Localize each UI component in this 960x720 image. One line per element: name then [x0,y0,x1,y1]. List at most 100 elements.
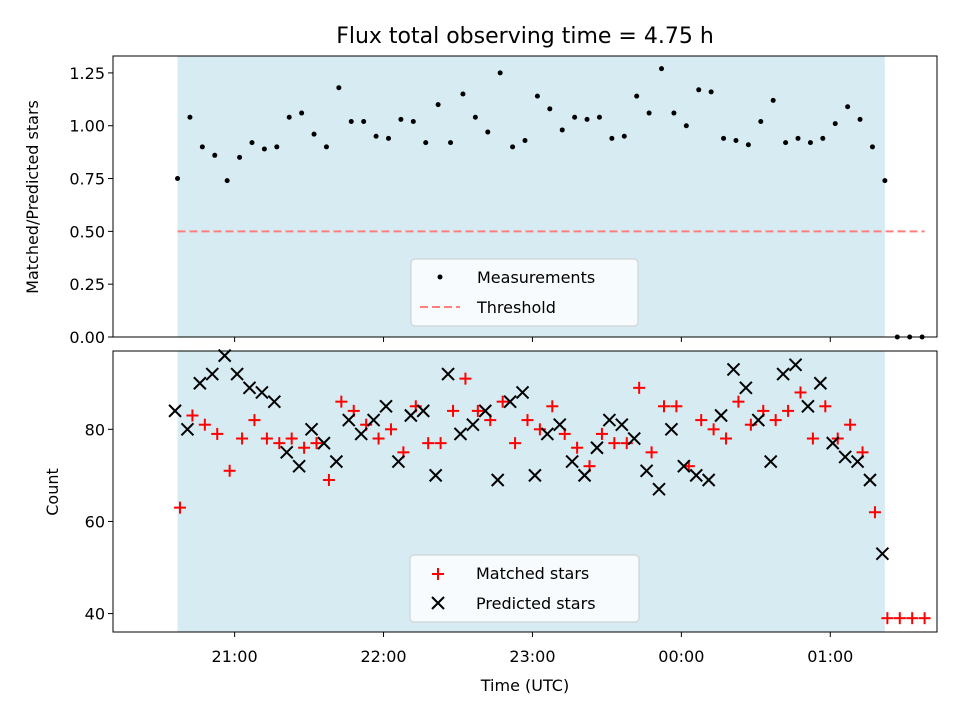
matched-star-marker [471,404,484,417]
measurement-point [448,140,454,146]
measurement-point [199,144,205,150]
predicted-star-marker [863,473,877,487]
matched-star-marker [782,404,795,417]
matched-star-marker [819,400,832,413]
predicted-star-marker [751,413,766,427]
predicted-star-marker [639,464,654,478]
predicted-star-marker [193,376,207,390]
measurement-point [783,140,789,146]
matched-star-marker [806,432,819,445]
x-tick-label: 22:00 [360,647,406,666]
predicted-star-marker [788,358,803,372]
measurement-point [708,89,714,95]
predicted-star-marker [342,413,356,427]
predicted-star-marker [292,459,306,473]
matched-star-marker [769,414,782,427]
predicted-star-marker [813,376,828,390]
legend-label-measurements: Measurements [477,268,595,287]
predicted-star-marker [490,473,505,487]
predicted-star-marker [503,394,517,409]
measurement-point [274,144,280,150]
matched-star-marker [174,501,187,514]
x-axis-label: Time (UTC) [480,676,569,695]
bottom-plot-frame [112,350,938,633]
top-y-tick-label: 1.25 [69,64,105,83]
matched-star-marker [546,400,559,413]
measurement-points [175,66,925,340]
measurement-point [795,135,801,141]
predicted-star-marker [453,427,468,441]
measurement-point [336,85,342,91]
predicted-star-marker [764,454,778,469]
matched-star-marker [633,381,646,394]
matched-star-marker [236,432,249,445]
matched-star-marker [657,400,670,413]
measurement-point [547,106,553,112]
measurement-point [323,144,329,150]
predicted-star-marker [478,404,492,418]
measurement-point [659,66,665,72]
bottom-y-ticks: 40 60 80 [85,420,113,624]
predicted-star-marker [875,546,890,561]
matched-star-marker [794,386,807,399]
measurement-point [572,114,578,120]
measurement-point [559,127,565,133]
bottom-legend-box [409,554,640,623]
measurement-point [175,176,181,182]
x-tick-label: 00:00 [658,647,704,666]
measurement-point [832,121,838,127]
predicted-star-marker [416,404,430,418]
matched-star-marker [223,464,236,477]
measurement-point [423,140,429,146]
predicted-star-marker [701,473,716,487]
predicted-star-marker [391,454,406,469]
top-panel: Flux total observing time = 4.75 h 0.000… [23,24,938,347]
matched-star-marker [645,446,658,459]
predicted-star-marker [602,413,617,427]
measurement-point [510,144,516,150]
predicted-star-marker [739,381,753,395]
measurement-point [398,116,404,122]
matched-star-marker [881,612,894,625]
predicted-star-marker [354,427,368,441]
measurement-point [261,146,267,152]
legend-label-threshold: Threshold [476,298,556,317]
measurement-point [361,118,367,124]
legend-label-predicted: Predicted stars [476,594,596,613]
chart-title: Flux total observing time = 4.75 h [336,24,714,49]
matched-star-marker [906,612,919,625]
predicted-star-marker [801,399,815,413]
matched-star-marker [509,437,522,450]
measurement-point [621,133,627,139]
predicted-star-marker [404,408,418,423]
matched-star-marker [695,414,708,427]
matched-star-marker [285,432,298,445]
legend-label-matched: Matched stars [476,564,589,583]
predicted-star-marker [304,422,319,437]
top-y-tick-label: 0.00 [69,328,105,347]
matched-star-marker [298,441,311,454]
predicted-star-marker [180,422,195,437]
matched-star-marker [434,437,447,450]
predicted-star-marker [652,482,666,496]
predicted-star-marker [267,394,282,409]
predicted-star-marker [850,454,865,469]
matched-star-marker [422,437,435,450]
top-legend: Measurements Threshold [410,258,639,327]
matched-star-marker [720,432,733,445]
matched-star-marker [670,400,683,413]
measurement-point [435,102,441,108]
measurement-point [584,116,590,122]
matched-star-marker [310,437,323,450]
matched-star-marker [260,432,273,445]
bottom-x-ticks: 21:00 22:00 23:00 00:00 01:00 [212,632,853,666]
predicted-star-marker [280,445,294,460]
predicted-star-marker [627,431,641,446]
bottom-panel: 40 60 80 21:00 22:00 23:00 00:00 01:00 Count T… [43,348,938,695]
measurement-point [460,91,466,97]
predicted-star-marker [441,367,455,381]
measurement-point [348,118,354,124]
measurement-point [596,114,602,120]
measurement-point [187,114,193,120]
measurement-point [522,138,528,144]
